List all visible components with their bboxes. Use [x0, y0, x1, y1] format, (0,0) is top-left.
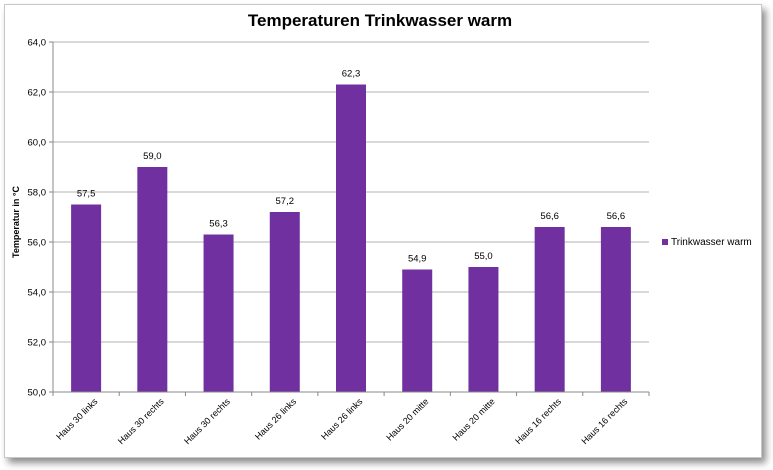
data-label: 56,3	[209, 219, 228, 230]
bar	[336, 84, 366, 392]
bar	[269, 212, 300, 392]
data-label: 56,6	[607, 211, 626, 222]
x-tick-label: Haus 26 links	[319, 396, 365, 442]
y-tick-label: 56,0	[28, 238, 47, 249]
y-axis-ticks: 50,0 52,0 54,0 56,0 58,0 60,0 62,0 64,0	[28, 38, 53, 399]
data-label: 56,6	[540, 211, 559, 222]
bar-chart: Temperaturen Trinkwasser warm Temperatur…	[11, 11, 752, 446]
chart-frame: Temperaturen Trinkwasser warm Temperatur…	[4, 4, 762, 458]
y-tick-label: 64,0	[28, 38, 47, 49]
bar	[137, 167, 168, 392]
data-label: 55,0	[474, 251, 493, 262]
axes	[52, 42, 649, 393]
x-tick-label: Haus 20 mitte	[451, 396, 497, 442]
legend-label: Trinkwasser warm	[671, 237, 752, 248]
x-tick-label: Haus 20 mitte	[384, 396, 430, 442]
bar	[468, 267, 499, 392]
data-label: 57,5	[77, 189, 96, 200]
x-tick-label: Haus 16 rechts	[513, 396, 563, 446]
x-tick-label: Haus 26 links	[253, 396, 299, 442]
y-tick-label: 52,0	[28, 338, 47, 349]
bar	[402, 269, 433, 392]
y-tick-label: 54,0	[28, 288, 47, 299]
data-label: 57,2	[276, 196, 295, 207]
data-label: 62,3	[342, 69, 361, 80]
data-label: 59,0	[143, 151, 162, 162]
x-tick-label: Haus 30 rechts	[182, 396, 232, 446]
x-tick-label: Haus 16 rechts	[579, 396, 629, 446]
y-tick-label: 60,0	[28, 138, 47, 149]
legend-swatch	[662, 239, 668, 245]
data-label: 54,9	[408, 254, 427, 265]
y-tick-label: 62,0	[28, 88, 47, 99]
bar	[203, 234, 234, 392]
bar	[71, 204, 102, 392]
y-tick-label: 58,0	[28, 188, 47, 199]
bar	[600, 227, 631, 392]
y-axis-label: Temperatur in °C	[11, 186, 21, 258]
x-tick-label: Haus 30 rechts	[116, 396, 166, 446]
legend: Trinkwasser warm	[662, 237, 752, 248]
data-labels: 57,5 59,0 56,3 57,2 62,3 54,9 55,0 56,6 56,6	[77, 69, 625, 265]
bar	[534, 227, 565, 392]
x-axis-ticks: Haus 30 links Haus 30 rechts Haus 30 recht…	[52, 392, 650, 446]
bars	[71, 84, 631, 392]
chart-title: Temperaturen Trinkwasser warm	[248, 11, 512, 30]
x-tick-label: Haus 30 links	[54, 396, 100, 442]
y-tick-label: 50,0	[28, 388, 47, 399]
